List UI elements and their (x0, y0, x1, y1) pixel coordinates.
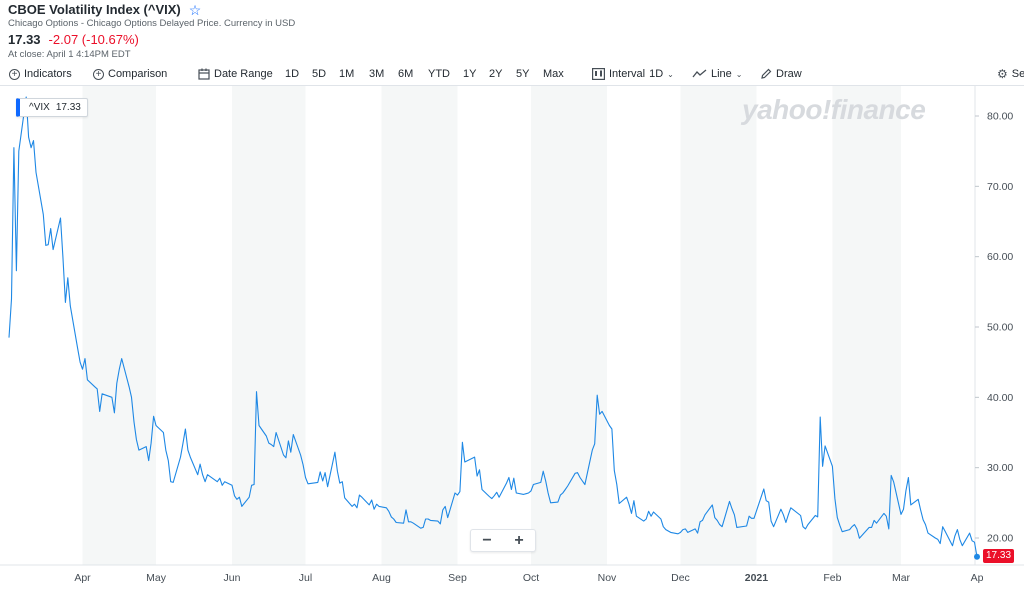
interval-value: 1D (649, 68, 664, 80)
x-tick-label: Mar (892, 572, 911, 584)
quote-header: CBOE Volatility Index (^VIX) ☆ Chicago O… (8, 2, 295, 60)
gear-icon: ⚙ (997, 67, 1008, 81)
x-tick-label: Aug (372, 572, 391, 584)
range-5y[interactable]: 5Y (516, 68, 530, 80)
range-6m[interactable]: 6M (398, 68, 414, 80)
page-title: CBOE Volatility Index (^VIX) (8, 2, 181, 17)
range-ytd[interactable]: YTD (428, 68, 450, 80)
date-range-label: Date Range (214, 68, 273, 80)
indicators-label: Indicators (24, 68, 72, 80)
range-2y[interactable]: 2Y (489, 68, 503, 80)
y-tick-label: 20.00 (987, 533, 1013, 545)
range-1d[interactable]: 1D (285, 68, 300, 80)
x-tick-label: 2021 (745, 572, 769, 584)
last-value-badge: 17.33 (983, 549, 1015, 563)
month-band (530, 86, 607, 565)
yahoo-finance-watermark: yahoo!finance (742, 94, 926, 125)
pencil-icon (761, 68, 772, 79)
month-bands (82, 86, 902, 565)
y-tick-label: 60.00 (987, 251, 1013, 263)
y-axis-ticks: 20.00 30.00 40.00 50.00 60.00 70.00 80.00 (975, 111, 1013, 545)
y-tick-label: 30.00 (987, 462, 1013, 474)
x-tick-label: Oct (523, 572, 539, 584)
range-5d[interactable]: 5D (312, 68, 327, 80)
line-chart-icon (692, 69, 707, 78)
range-3m[interactable]: 3M (369, 68, 385, 80)
chevron-down-icon: ⌄ (667, 69, 674, 79)
x-tick-label: Nov (598, 572, 617, 584)
star-icon[interactable]: ☆ (188, 1, 202, 18)
line-type-button[interactable]: Line ⌄ (692, 68, 743, 80)
x-tick-label: Jul (299, 572, 312, 584)
candlestick-icon (592, 68, 605, 80)
series-lines (8, 96, 978, 557)
month-band (381, 86, 458, 565)
series-line-vix (8, 96, 978, 557)
line-label: Line (711, 68, 732, 80)
last-point-dot (974, 553, 980, 560)
chart-toolbar: + Indicators + Comparison Date Range 1D … (0, 62, 1024, 86)
y-tick-label: 50.00 (987, 322, 1013, 334)
month-band (680, 86, 757, 565)
x-tick-label: Jun (224, 572, 241, 584)
x-tick-label: Sep (448, 572, 467, 584)
calendar-icon (198, 68, 210, 80)
price-change: -2.07 (-10.67%) (48, 32, 139, 47)
comparison-label: Comparison (108, 68, 168, 80)
quote-subtitle: Chicago Options - Chicago Options Delaye… (8, 18, 296, 29)
zoom-controls: − + (470, 529, 536, 552)
current-price: 17.33 (8, 32, 41, 47)
y-tick-label: 40.00 (987, 392, 1013, 404)
month-band (232, 86, 306, 565)
crosshair-tooltip: ^VIX 17.33 (16, 98, 88, 117)
x-tick-label: May (146, 572, 167, 584)
chevron-down-icon: ⌄ (735, 69, 743, 79)
month-band (82, 86, 157, 565)
settings-button[interactable]: ⚙ Se (997, 68, 1024, 80)
range-1y[interactable]: 1Y (463, 68, 477, 80)
comparison-button[interactable]: + Comparison (93, 68, 167, 80)
settings-label: Se (1011, 68, 1024, 80)
range-1m[interactable]: 1M (339, 68, 355, 80)
interval-label: Interval (609, 68, 646, 80)
tooltip-value: 17.33 (55, 102, 81, 113)
x-tick-label: Dec (671, 572, 690, 584)
x-axis-ticks: Apr May Jun Jul Aug Sep Oct Nov Dec 2021 Feb Mar Ap (74, 572, 983, 584)
range-max[interactable]: Max (543, 68, 564, 80)
x-tick-label: Ap (971, 572, 984, 584)
interval-button[interactable]: Interval 1D ⌄ (592, 68, 674, 80)
plus-circle-icon: + (9, 68, 20, 80)
y-tick-label: 80.00 (987, 111, 1013, 123)
plus-circle-icon: + (93, 68, 104, 80)
zoom-in-button[interactable]: + (514, 531, 524, 549)
indicators-button[interactable]: + Indicators (9, 68, 72, 80)
y-tick-label: 70.00 (987, 181, 1013, 193)
last-point (974, 553, 980, 560)
x-tick-label: Apr (74, 572, 91, 584)
draw-button[interactable]: Draw (760, 68, 802, 80)
close-time: At close: April 1 4:14PM EDT (8, 49, 131, 60)
y-axis-line (0, 86, 1024, 566)
date-range-button[interactable]: Date Range (198, 68, 273, 80)
zoom-out-button[interactable]: − (482, 531, 492, 549)
tooltip-symbol: ^VIX (29, 102, 50, 113)
month-band (832, 86, 902, 565)
vix-line-chart[interactable]: 20.00 30.00 40.00 50.00 60.00 70.00 80.00 Apr M… (0, 86, 1024, 595)
draw-label: Draw (776, 68, 802, 80)
x-tick-label: Feb (823, 572, 841, 584)
chart-area[interactable]: 20.00 30.00 40.00 50.00 60.00 70.00 80.00 Apr M… (0, 86, 1024, 595)
